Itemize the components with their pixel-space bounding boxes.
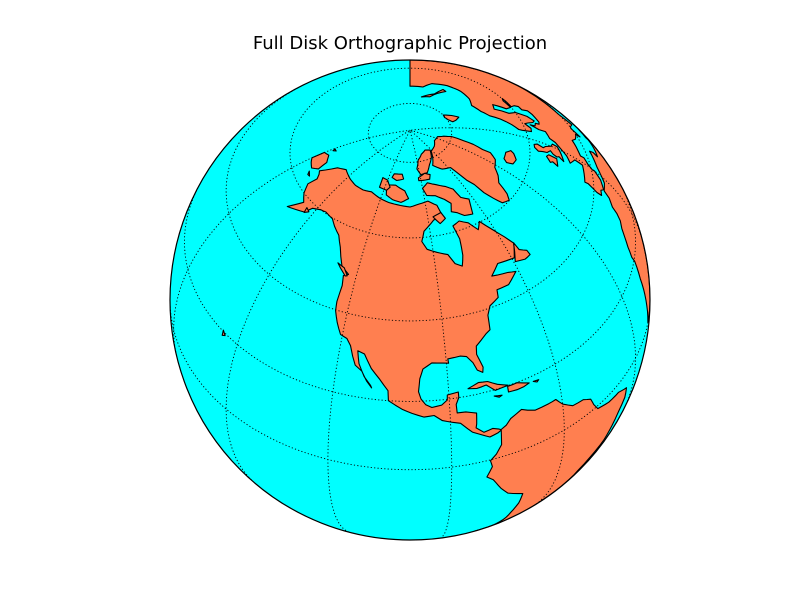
landmass-newfoundland <box>513 242 531 263</box>
parallel-line <box>367 102 453 163</box>
landmass-st-lawrence-island <box>307 170 311 177</box>
land-layer <box>221 60 650 532</box>
landmass-iceland <box>503 150 517 165</box>
meridian-line <box>409 130 453 539</box>
landmass-melville-island <box>391 173 405 182</box>
map-title: Full Disk Orthographic Projection <box>252 33 548 54</box>
parallel-line <box>184 187 636 402</box>
landmass-baffin-island <box>421 182 474 217</box>
meridian-line <box>409 129 636 408</box>
landmass-kodiak-island <box>303 207 310 213</box>
meridian-line <box>225 129 411 483</box>
landmass-great-britain <box>533 143 565 163</box>
landmass-ireland <box>545 154 559 167</box>
landmass-hispaniola <box>507 382 530 393</box>
landmass-greenland <box>430 135 510 204</box>
meridian-line <box>173 129 411 356</box>
landmass-hawaii <box>221 329 226 337</box>
landmass-victoria-island <box>385 184 410 203</box>
landmass-novaya-zemlya <box>420 88 447 98</box>
landmass-devon-island <box>417 172 431 182</box>
meridian-line <box>409 129 565 507</box>
landmass-wrangel-island <box>332 148 337 152</box>
globe-outline <box>169 59 651 541</box>
landmass-vancouver-island <box>337 262 348 277</box>
landmass-southampton-island <box>432 211 446 225</box>
landmass-cuba <box>467 380 509 391</box>
landmass-banks-island <box>378 177 391 191</box>
landmass-puerto-rico <box>532 379 540 383</box>
landmass-svalbard <box>442 114 460 123</box>
parallel-line <box>225 82 595 322</box>
landmass-north-america <box>286 167 517 438</box>
landmass-jamaica <box>493 394 503 398</box>
